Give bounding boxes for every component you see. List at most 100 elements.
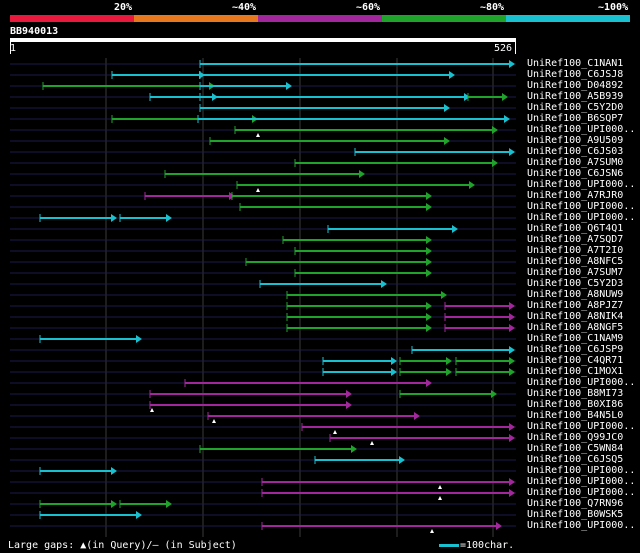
hit-segment-arrow: [446, 368, 452, 376]
hit-label[interactable]: UniRef100_A7SQD7: [527, 234, 624, 245]
hit-label[interactable]: UniRef100_A7SUM0: [527, 157, 624, 168]
hit-label[interactable]: UniRef100_C4QR71: [527, 355, 624, 366]
scale-tick-start: [10, 42, 11, 54]
hit-label[interactable]: UniRef100_A8NUW9: [527, 289, 624, 300]
hit-segment-arrow: [426, 302, 432, 310]
hit-label[interactable]: UniRef100_C5Y2D3: [527, 278, 624, 289]
query-gap-marker: [430, 529, 434, 533]
hit-label[interactable]: UniRef100_B0XI86: [527, 399, 624, 410]
hit-label[interactable]: UniRef100_UPI000..: [527, 179, 636, 190]
hit-segment-arrow: [391, 357, 397, 365]
hit-segment-arrow: [426, 192, 432, 200]
query-gap-marker: [256, 133, 260, 137]
hit-label[interactable]: UniRef100_C6JS03: [527, 146, 624, 157]
hit-label[interactable]: UniRef100_B0WSK5: [527, 509, 624, 520]
hit-label[interactable]: UniRef100_B4N5L0: [527, 410, 624, 421]
hit-label[interactable]: UniRef100_UPI000..: [527, 487, 636, 498]
hit-label[interactable]: UniRef100_C1NAM9: [527, 333, 624, 344]
hit-label[interactable]: UniRef100_UPI000..: [527, 465, 636, 476]
identity-legend-bar: [134, 15, 258, 22]
hit-label[interactable]: UniRef100_C6JSP9: [527, 344, 624, 355]
hit-segment-arrow: [509, 489, 515, 497]
hit-segment-arrow: [509, 148, 515, 156]
hit-segment-arrow: [509, 346, 515, 354]
hit-segment-arrow: [111, 500, 117, 508]
query-gap-marker: [438, 485, 442, 489]
hit-segment-arrow: [346, 390, 352, 398]
query-gap-marker: [370, 441, 374, 445]
hit-label[interactable]: UniRef100_UPI000..: [527, 124, 636, 135]
hit-segment-arrow: [111, 467, 117, 475]
hit-segment-arrow: [446, 357, 452, 365]
hit-label[interactable]: UniRef100_C6JSN6: [527, 168, 624, 179]
hit-label[interactable]: UniRef100_UPI000..: [527, 377, 636, 388]
hit-segment-arrow: [452, 225, 458, 233]
hit-segment-arrow: [496, 522, 502, 530]
hit-segment-arrow: [426, 324, 432, 332]
hit-label[interactable]: UniRef100_C5Y2D0: [527, 102, 624, 113]
hit-segment-arrow: [426, 269, 432, 277]
hit-segment-arrow: [509, 302, 515, 310]
identity-legend-bar: [506, 15, 630, 22]
query-gap-marker: [438, 496, 442, 500]
hit-label[interactable]: UniRef100_A9U509: [527, 135, 624, 146]
hit-label[interactable]: UniRef100_UPI000..: [527, 212, 636, 223]
hit-segment-arrow: [381, 280, 387, 288]
hit-label[interactable]: UniRef100_C6JSJ8: [527, 69, 624, 80]
hit-segment-arrow: [136, 335, 142, 343]
hit-segment-arrow: [399, 456, 405, 464]
hit-segment-arrow: [509, 434, 515, 442]
hit-label[interactable]: UniRef100_A7RJR0: [527, 190, 624, 201]
identity-legend-label: ~100%: [598, 2, 629, 13]
hit-label[interactable]: UniRef100_D04892: [527, 80, 624, 91]
hit-segment-arrow: [426, 203, 432, 211]
hit-segment-arrow: [509, 60, 515, 68]
hit-label[interactable]: UniRef100_Q6T4Q1: [527, 223, 624, 234]
hit-segment-arrow: [509, 324, 515, 332]
hit-segment-arrow: [509, 368, 515, 376]
hit-label[interactable]: UniRef100_Q99JC0: [527, 432, 624, 443]
hit-label[interactable]: UniRef100_A5B939: [527, 91, 624, 102]
hit-segment-arrow: [504, 115, 510, 123]
hit-segment-arrow: [286, 82, 292, 90]
query-gap-marker: [212, 419, 216, 423]
hit-segment-arrow: [111, 214, 117, 222]
identity-legend-label: ~80%: [480, 2, 505, 13]
hit-segment-arrow: [391, 368, 397, 376]
hit-label[interactable]: UniRef100_UPI000..: [527, 520, 636, 531]
hit-label[interactable]: UniRef100_B8MI73: [527, 388, 624, 399]
hit-segment-arrow: [492, 126, 498, 134]
hit-segment-arrow: [414, 412, 420, 420]
scale-tick-end: [515, 42, 516, 54]
hit-label[interactable]: UniRef100_C5WN84: [527, 443, 624, 454]
hit-label[interactable]: UniRef100_B6SQP7: [527, 113, 624, 124]
hit-segment-arrow: [426, 313, 432, 321]
hit-label[interactable]: UniRef100_UPI000..: [527, 201, 636, 212]
hit-label[interactable]: UniRef100_A7T2I0: [527, 245, 624, 256]
hit-label[interactable]: UniRef100_A8PJZ7: [527, 300, 624, 311]
hit-segment-arrow: [426, 258, 432, 266]
hit-segment-arrow: [426, 236, 432, 244]
query-gap-marker: [333, 430, 337, 434]
hit-segment-arrow: [502, 93, 508, 101]
hit-label[interactable]: UniRef100_A7SUM7: [527, 267, 624, 278]
hit-label[interactable]: UniRef100_C6JSQ5: [527, 454, 624, 465]
hit-segment-arrow: [426, 247, 432, 255]
hit-label[interactable]: UniRef100_C1NAN1: [527, 58, 624, 69]
hit-segment-arrow: [491, 390, 497, 398]
hit-label[interactable]: UniRef100_UPI000..: [527, 476, 636, 487]
gaps-legend: Large gaps: ▲(in Query)/– (in Subject): [8, 540, 237, 551]
hit-label[interactable]: UniRef100_A8NGF5: [527, 322, 624, 333]
hit-segment-arrow: [351, 445, 357, 453]
hit-label[interactable]: UniRef100_Q7RN96: [527, 498, 624, 509]
hit-label[interactable]: UniRef100_C1MOX1: [527, 366, 624, 377]
hit-label[interactable]: UniRef100_A8NIK4: [527, 311, 624, 322]
hit-label[interactable]: UniRef100_A8NFC5: [527, 256, 624, 267]
scale-legend-label: =100char.: [460, 540, 515, 551]
scale-indicator: [439, 544, 459, 547]
hit-label[interactable]: UniRef100_UPI000..: [527, 421, 636, 432]
hit-segment-arrow: [444, 137, 450, 145]
hit-segment-arrow: [444, 104, 450, 112]
hit-segment-arrow: [346, 401, 352, 409]
